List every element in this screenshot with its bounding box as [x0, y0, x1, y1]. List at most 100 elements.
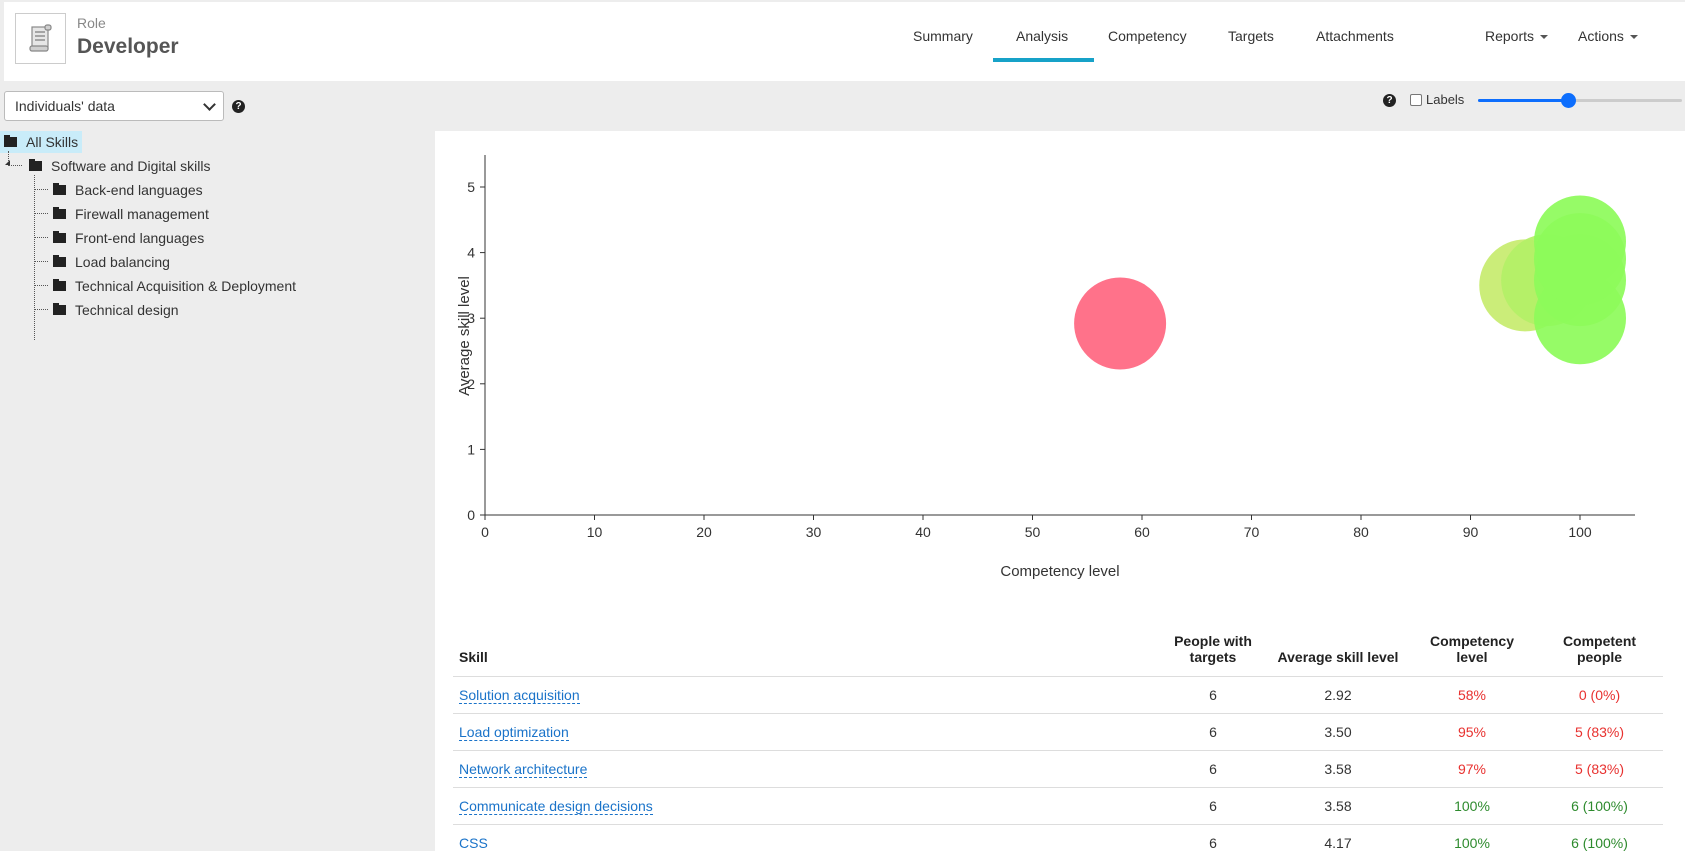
tree-node-label: Technical Acquisition & Deployment [75, 278, 297, 294]
tree-node-firewall-management[interactable]: Firewall management [53, 203, 209, 225]
competent-people-cell: 5 (83%) [1536, 750, 1663, 788]
competent-people-cell: 6 (100%) [1536, 787, 1663, 825]
competency-level-cell: 100% [1408, 824, 1536, 851]
x-axis-title: Competency level [1000, 563, 1119, 580]
chart-bubble [1074, 277, 1167, 370]
tree-node-frontend-languages[interactable]: Front-end languages [53, 227, 204, 249]
tree-connector [34, 309, 48, 310]
x-tick-label: 100 [1568, 524, 1592, 540]
x-tick-label: 90 [1463, 524, 1479, 540]
role-scroll-icon [15, 13, 66, 64]
labels-toggle[interactable]: Labels [1410, 92, 1464, 107]
average-skill-cell: 4.17 [1268, 824, 1408, 851]
skill-name-cell: Communicate design decisions [453, 787, 1158, 825]
column-header-people-with-targets[interactable]: People with targets [1158, 625, 1268, 677]
collapse-icon[interactable] [5, 160, 10, 165]
folder-icon [53, 231, 66, 243]
column-header-competency-level[interactable]: Competency level [1408, 625, 1536, 677]
role-label: Role [77, 15, 106, 31]
folder-icon [53, 183, 66, 195]
tab-attachments[interactable]: Attachments [1316, 28, 1394, 44]
tab-targets[interactable]: Targets [1228, 28, 1274, 44]
x-tick-label: 30 [806, 524, 822, 540]
skill-link[interactable]: Communicate design decisions [459, 798, 653, 815]
tree-node-label: Front-end languages [75, 230, 205, 246]
y-tick-label: 1 [467, 441, 475, 457]
x-tick-label: 80 [1353, 524, 1369, 540]
folder-icon [4, 135, 17, 147]
bubble-size-slider[interactable] [1478, 93, 1682, 108]
x-tick-label: 60 [1134, 524, 1150, 540]
chart-bubble [1534, 213, 1626, 306]
y-tick-label: 2 [467, 376, 475, 392]
tab-competency[interactable]: Competency [1108, 28, 1187, 44]
skill-name-cell: Load optimization [453, 713, 1158, 751]
competent-people-cell: 5 (83%) [1536, 713, 1663, 751]
tree-connector [34, 237, 48, 238]
competency-level-cell: 97% [1408, 750, 1536, 788]
column-header-skill[interactable]: Skill [453, 625, 1158, 677]
table-row: Communicate design decisions 6 3.58 100% 6 (… [453, 787, 1663, 825]
column-header-competent-people[interactable]: Competent people [1536, 625, 1663, 677]
table-row: CSS 6 4.17 100% 6 (100%) [453, 824, 1663, 851]
skill-link[interactable]: Load optimization [459, 724, 569, 741]
tree-connector [8, 165, 22, 166]
skills-table: Skill People with targets Average skill … [453, 625, 1663, 851]
skill-name-cell: CSS [453, 824, 1158, 851]
caret-down-icon [1540, 35, 1549, 40]
slider-fill [1478, 99, 1568, 102]
data-source-select[interactable]: Individuals' data [4, 91, 224, 121]
tree-node-software-digital[interactable]: Software and Digital skills [29, 155, 211, 177]
people-with-targets-cell: 6 [1158, 676, 1268, 714]
header-bar: Role Developer Summary Analysis Competen… [4, 2, 1685, 81]
folder-icon [53, 255, 66, 267]
tree-connector [34, 285, 48, 286]
average-skill-cell: 3.58 [1268, 750, 1408, 788]
x-tick-label: 50 [1025, 524, 1041, 540]
people-with-targets-cell: 6 [1158, 787, 1268, 825]
skill-link[interactable]: Network architecture [459, 761, 588, 778]
labels-label: Labels [1426, 92, 1465, 107]
average-skill-cell: 3.50 [1268, 713, 1408, 751]
table-row: Solution acquisition 6 2.92 58% 0 (0%) [453, 676, 1663, 714]
competent-people-cell: 0 (0%) [1536, 676, 1663, 714]
table-row: Load optimization 6 3.50 95% 5 (83%) [453, 713, 1663, 751]
tree-node-technical-acquisition[interactable]: Technical Acquisition & Deployment [53, 275, 296, 297]
tree-node-backend-languages[interactable]: Back-end languages [53, 179, 203, 201]
x-tick-label: 20 [696, 524, 712, 540]
x-tick-label: 70 [1244, 524, 1260, 540]
competency-level-cell: 100% [1408, 787, 1536, 825]
average-skill-cell: 2.92 [1268, 676, 1408, 714]
actions-menu[interactable]: Actions [1578, 28, 1638, 44]
slider-thumb[interactable] [1560, 93, 1576, 108]
analysis-panel: 0 10 20 30 40 50 60 70 80 90 100 0 1 2 3 4 5 Competency l… [435, 131, 1685, 851]
labels-checkbox[interactable] [1410, 93, 1422, 106]
skill-name-cell: Network architecture [453, 750, 1158, 788]
folder-icon [29, 159, 42, 171]
help-icon[interactable]: ? [1383, 94, 1396, 107]
average-skill-cell: 3.58 [1268, 787, 1408, 825]
skill-link[interactable]: Solution acquisition [459, 687, 580, 704]
column-header-average-skill[interactable]: Average skill level [1268, 625, 1408, 677]
x-tick-label: 0 [481, 524, 489, 540]
competent-people-cell: 6 (100%) [1536, 824, 1663, 851]
y-axis-title: Average skill level [456, 276, 473, 396]
tree-node-all-skills[interactable]: All Skills [0, 131, 83, 153]
tree-node-label: Technical design [75, 302, 179, 318]
tab-analysis[interactable]: Analysis [1016, 28, 1069, 44]
people-with-targets-cell: 6 [1158, 750, 1268, 788]
x-tick-label: 40 [915, 524, 931, 540]
people-with-targets-cell: 6 [1158, 713, 1268, 751]
folder-icon [53, 207, 66, 219]
tree-node-label: Software and Digital skills [51, 158, 211, 174]
tree-connector [34, 189, 48, 190]
tree-node-label: Load balancing [75, 254, 170, 270]
tree-node-load-balancing[interactable]: Load balancing [53, 251, 170, 273]
help-icon[interactable]: ? [232, 100, 245, 113]
tab-summary[interactable]: Summary [913, 28, 973, 44]
reports-menu[interactable]: Reports [1485, 28, 1549, 44]
skill-link[interactable]: CSS [459, 835, 488, 851]
folder-icon [53, 303, 66, 315]
tree-node-technical-design[interactable]: Technical design [53, 299, 179, 321]
y-tick-label: 0 [467, 507, 475, 523]
